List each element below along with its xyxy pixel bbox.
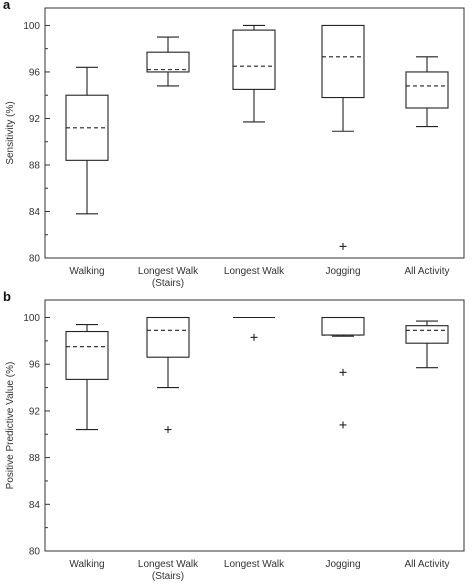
box-iqr [321, 24, 365, 99]
x-category-label-line: All Activity [404, 559, 449, 570]
x-category-label-line: (Stairs) [152, 278, 184, 289]
box-iqr [65, 330, 109, 380]
y-tick-label: 84 [29, 207, 41, 218]
panel-letter: a [3, 0, 11, 12]
y-tick-label: 84 [29, 500, 41, 511]
box-iqr [405, 325, 449, 344]
box-4 [321, 316, 365, 429]
x-category-label: Walking [69, 266, 104, 277]
box-iqr [405, 71, 449, 109]
y-tick-label: 80 [29, 254, 41, 265]
x-category-label: Longest Walk [224, 559, 285, 570]
x-category-label-line: Walking [69, 559, 104, 570]
box-4 [321, 24, 365, 250]
box-1 [65, 323, 109, 431]
x-category-label-line: Longest Walk [224, 266, 285, 277]
y-tick-label: 92 [29, 406, 41, 417]
box-3 [232, 24, 276, 123]
x-category-label: Longest Walk [224, 266, 285, 277]
box-2 [146, 316, 190, 434]
x-category-label-line: All Activity [404, 266, 449, 277]
outlier-marker [339, 368, 347, 376]
box-iqr [232, 29, 276, 90]
y-tick-label: 88 [29, 160, 41, 171]
panel-a: a 80 84 88 92 96 100 Sensitivity (%) Walking Long… [3, 0, 465, 289]
x-category-label-line: Jogging [325, 559, 360, 570]
box-iqr [321, 316, 365, 336]
y-tick-label: 100 [23, 21, 40, 32]
x-category-label-line: (Stairs) [152, 571, 184, 582]
box-iqr [146, 316, 190, 358]
x-category-label-line: Walking [69, 266, 104, 277]
y-tick-label: 88 [29, 453, 41, 464]
x-category-label-line: Jogging [325, 266, 360, 277]
x-category-label: Jogging [325, 266, 360, 277]
x-category-label: Jogging [325, 559, 360, 570]
y-tick-label: 92 [29, 114, 41, 125]
x-category-label-line: Longest Walk [138, 266, 199, 277]
panel-b: b 80 84 88 92 96 100 Positive Predictive Value … [3, 289, 465, 582]
x-category-label-line: Longest Walk [224, 559, 285, 570]
panel-letter: b [3, 289, 11, 304]
y-tick-label: 96 [29, 360, 41, 371]
y-tick-label: 100 [23, 313, 40, 324]
outlier-marker [250, 333, 258, 341]
y-axis-title: Positive Predictive Value (%) [5, 362, 16, 490]
plot-frame [44, 7, 465, 259]
box-1 [65, 66, 109, 215]
outlier-marker [339, 242, 347, 250]
outlier-marker [339, 421, 347, 429]
x-category-label: Walking [69, 559, 104, 570]
outlier-marker [164, 426, 172, 434]
x-category-label: Longest Walk (Stairs) [138, 266, 199, 289]
x-category-label: All Activity [404, 559, 449, 570]
box-3 [233, 316, 275, 341]
y-axis-title: Sensitivity (%) [5, 101, 16, 164]
x-category-label: All Activity [404, 266, 449, 277]
plot-frame [44, 299, 465, 552]
box-5 [405, 56, 449, 128]
y-tick-label: 96 [29, 67, 41, 78]
x-category-label: Longest Walk (Stairs) [138, 559, 199, 582]
box-2 [146, 36, 190, 87]
y-tick-label: 80 [29, 547, 41, 558]
x-category-label-line: Longest Walk [138, 559, 199, 570]
box-5 [405, 320, 449, 369]
box-iqr [146, 51, 190, 73]
